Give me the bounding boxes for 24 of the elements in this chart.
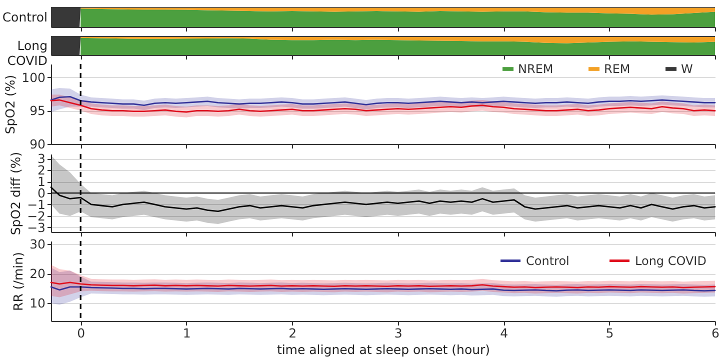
y-tick-label: 95 — [30, 103, 46, 118]
y-tick-label: 10 — [30, 296, 46, 311]
x-tick-label: 3 — [394, 326, 402, 340]
y-axis-title: Long COVID — [7, 38, 48, 68]
y-axis-title: SpO2 diff (%) — [8, 152, 24, 236]
legend-label: W — [681, 62, 693, 76]
legend-label: REM — [604, 62, 630, 76]
x-axis-title: time aligned at sleep onset (hour) — [276, 342, 490, 357]
y-tick-label: 90 — [30, 136, 46, 152]
x-tick-label: 2 — [288, 326, 297, 340]
x-tick-label: 1 — [182, 326, 191, 340]
y-tick-label: 30 — [30, 236, 46, 252]
y-tick-label: 100 — [22, 70, 46, 85]
x-tick-label: 0 — [77, 326, 86, 340]
legend-label: Long COVID — [635, 254, 706, 268]
x-tick-label: 5 — [606, 326, 614, 340]
legend-label: Control — [526, 254, 570, 268]
x-tick-label: 6 — [712, 326, 720, 340]
y-axis-title: SpO2 (%) — [2, 74, 18, 134]
y-tick-label: 20 — [30, 266, 46, 282]
x-tick-label: 4 — [500, 326, 508, 340]
y-axis-title: RR (/min) — [10, 252, 26, 311]
y-axis-title: Control — [2, 10, 48, 24]
legend-label: NREM — [518, 62, 554, 76]
